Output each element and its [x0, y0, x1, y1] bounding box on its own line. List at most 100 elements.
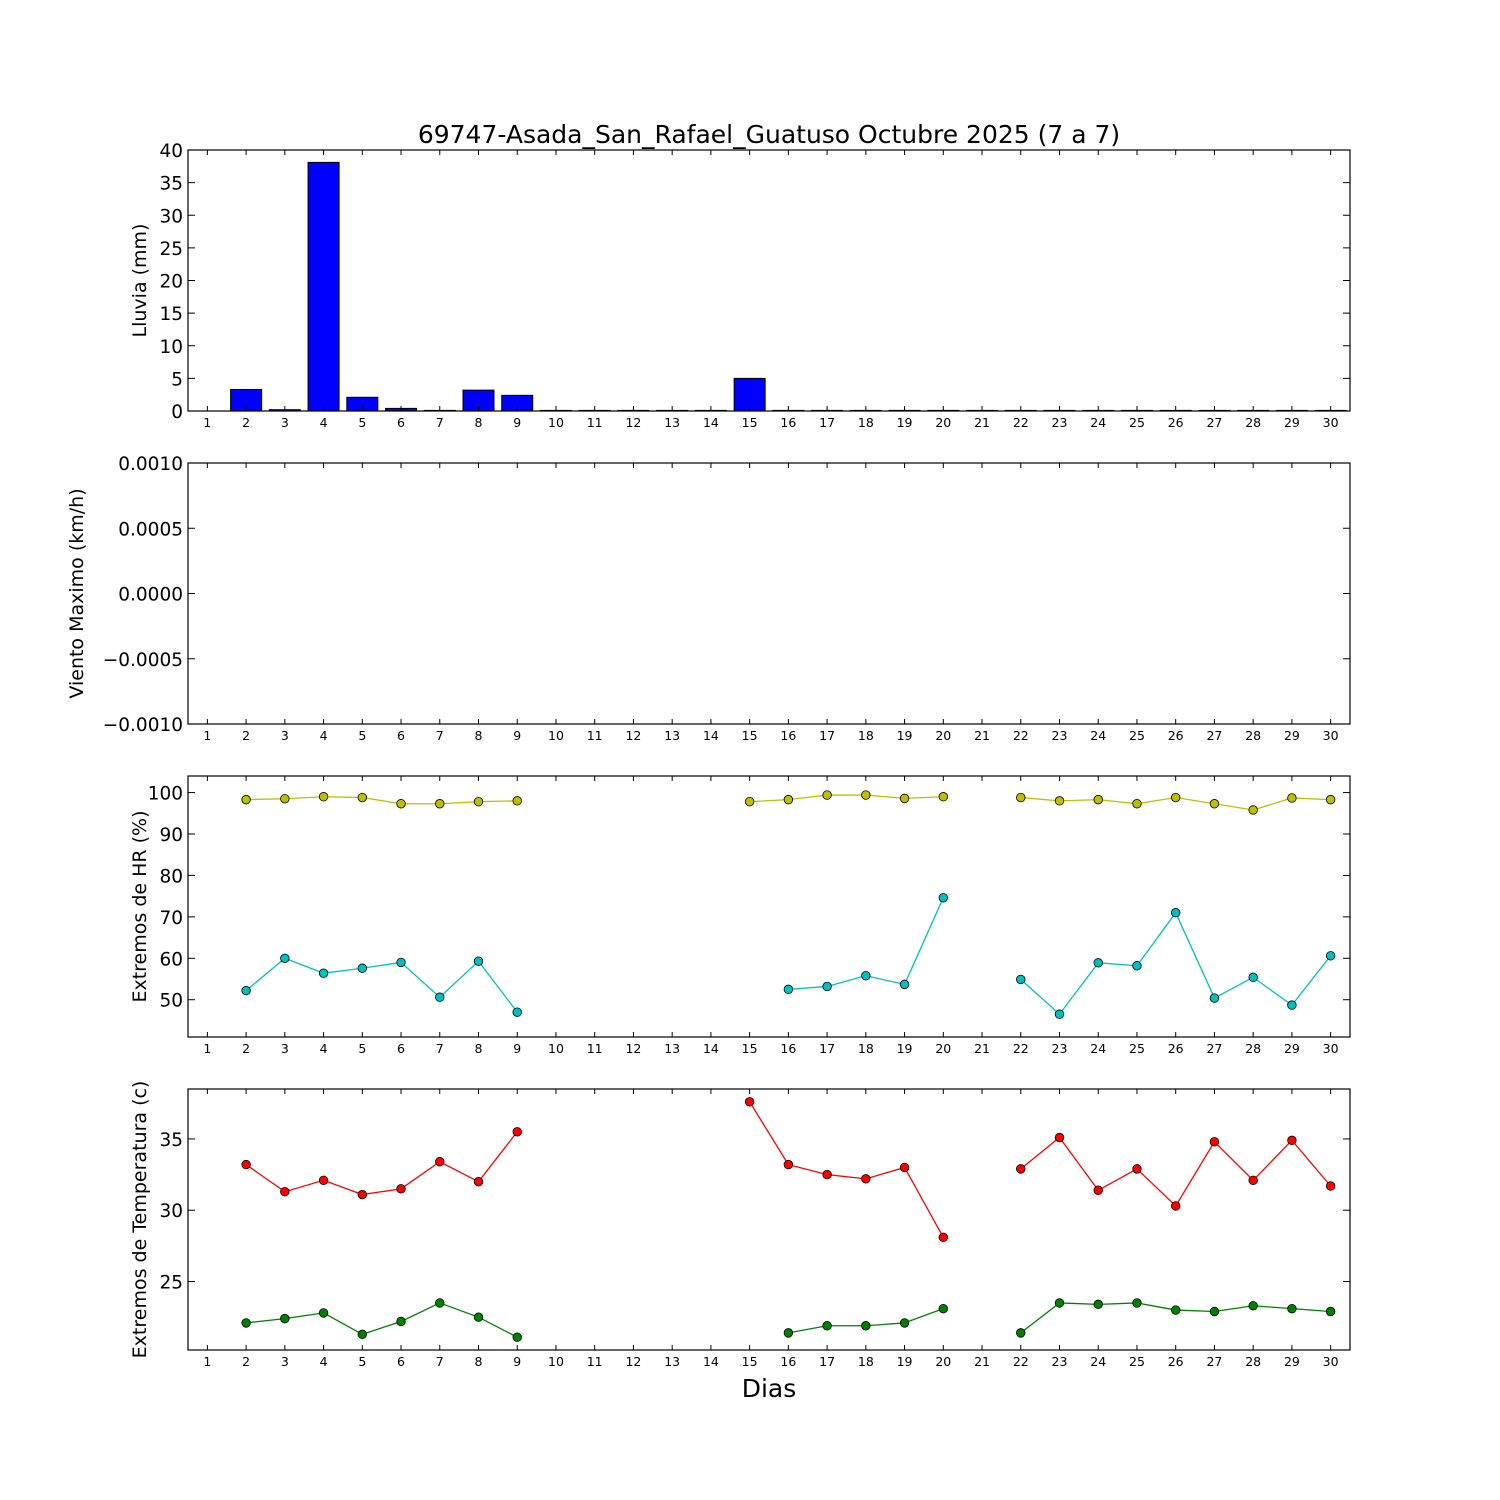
x-tick-label: 11: [587, 1041, 603, 1056]
x-tick-label: 4: [320, 1354, 328, 1369]
x-tick-label: 12: [625, 1354, 641, 1369]
hr_min-point: [899, 979, 910, 990]
hr_min-point: [1209, 993, 1220, 1003]
hr_max-line: [749, 794, 944, 803]
temp_max-point: [1016, 1164, 1026, 1174]
y-tick-label: 30: [159, 1201, 183, 1222]
x-tick-label: 18: [858, 728, 874, 743]
hr_max-point: [1248, 805, 1258, 815]
temp_max-point: [1170, 1201, 1181, 1211]
y-tick-label: 50: [159, 991, 183, 1012]
x-tick-label: 15: [742, 1354, 758, 1369]
axes-frame: [187, 149, 1351, 412]
hr_max-point: [1093, 794, 1103, 805]
x-tick-label: 14: [703, 1041, 719, 1056]
temp_max-line: [245, 1131, 518, 1196]
x-tick-label: 29: [1284, 1354, 1300, 1369]
temp_min-point: [435, 1298, 445, 1308]
temp_max-point: [1132, 1164, 1142, 1174]
x-tick-label: 13: [664, 1041, 680, 1056]
temp_max-point: [861, 1174, 871, 1184]
axes-frame: [187, 775, 1351, 1038]
hr_max-line: [246, 796, 518, 805]
x-tick-label: 28: [1245, 728, 1261, 743]
x-tick-label: 23: [1052, 415, 1068, 430]
hr_max-point: [861, 790, 871, 800]
x-tick-label: 26: [1168, 1354, 1184, 1369]
y-tick-label: 90: [159, 825, 183, 846]
x-tick-label: 30: [1323, 1041, 1339, 1056]
x-tick-label: 21: [974, 728, 990, 743]
x-tick-label: 30: [1323, 728, 1339, 743]
hr_min-point: [357, 963, 368, 973]
x-tick-label: 13: [664, 728, 680, 743]
x-tick-label: 5: [358, 1041, 366, 1056]
x-tick-label: 16: [780, 1041, 796, 1056]
x-tick-label: 15: [742, 1041, 758, 1056]
temp_min-point: [1132, 1298, 1142, 1308]
y-tick-label: 15: [159, 304, 183, 325]
x-tick-label: 9: [513, 415, 521, 430]
y-tick-label: 35: [159, 174, 183, 195]
temp_min-point: [1248, 1301, 1258, 1311]
temp_max-point: [1248, 1175, 1258, 1185]
chart-title: 69747-Asada_San_Rafael_Guatuso Octubre 2…: [418, 120, 1120, 149]
x-tick-label: 16: [780, 728, 796, 743]
x-tick-label: 6: [397, 415, 405, 430]
x-tick-label: 1: [203, 1354, 211, 1369]
x-tick-label: 25: [1129, 1041, 1145, 1056]
x-tick-label: 1: [203, 1041, 211, 1056]
temp_min-point: [512, 1332, 522, 1342]
x-tick-label: 6: [397, 1041, 405, 1056]
x-tick-label: 27: [1206, 1354, 1222, 1369]
x-tick-label: 22: [1013, 1041, 1029, 1056]
hr_max-point: [512, 796, 522, 806]
temp_min-point: [938, 1303, 949, 1314]
hr_min-point: [1287, 1000, 1297, 1010]
y-tick-label: 30: [159, 206, 183, 227]
axes-frame: [187, 1088, 1351, 1351]
hr_min-point: [1016, 974, 1026, 985]
x-tick-label: 5: [358, 415, 366, 430]
x-tick-label: 3: [281, 1354, 289, 1369]
x-tick-label: 21: [974, 415, 990, 430]
temp_max-point: [744, 1097, 755, 1107]
hr_max-point: [396, 799, 406, 809]
x-tick-label: 23: [1052, 728, 1068, 743]
temp_min-point: [899, 1318, 910, 1328]
temp_max-point: [241, 1159, 251, 1170]
temp_max-point: [396, 1184, 406, 1194]
x-tick-label: 12: [625, 415, 641, 430]
x-tick-label: 23: [1052, 1041, 1068, 1056]
x-tick-label: 7: [436, 728, 444, 743]
x-tick-label: 22: [1013, 728, 1029, 743]
x-tick-label: 22: [1013, 415, 1029, 430]
x-tick-label: 4: [320, 1041, 328, 1056]
y-tick-label: 25: [159, 239, 183, 260]
x-tick-label: 21: [974, 1354, 990, 1369]
y-tick-label: 0: [171, 402, 183, 423]
x-tick-label: 12: [625, 728, 641, 743]
y-axis-label: Viento Maximo (km/h): [66, 488, 88, 698]
x-tick-label: 25: [1129, 415, 1145, 430]
x-tick-label: 8: [475, 1041, 483, 1056]
hr_max-point: [822, 790, 832, 800]
temp_min-point: [1209, 1306, 1220, 1317]
hr_min-point: [1093, 958, 1103, 968]
temp_max-point: [938, 1232, 949, 1243]
hr_min-point: [1054, 1009, 1065, 1019]
y-tick-label: 70: [159, 908, 183, 929]
hr_max-point: [1054, 796, 1065, 806]
hr_min-point: [280, 953, 290, 963]
temp_max-point: [435, 1157, 445, 1167]
x-tick-label: 1: [203, 415, 211, 430]
hr_min-point: [473, 956, 484, 966]
x-tick-label: 18: [858, 415, 874, 430]
rain-bar: [307, 161, 340, 412]
x-tick-label: 3: [281, 728, 289, 743]
x-tick-label: 24: [1090, 1041, 1106, 1056]
temp_max-point: [473, 1177, 484, 1187]
x-tick-label: 30: [1323, 415, 1339, 430]
x-tick-label: 2: [242, 415, 250, 430]
temp_min-point: [1325, 1306, 1336, 1317]
